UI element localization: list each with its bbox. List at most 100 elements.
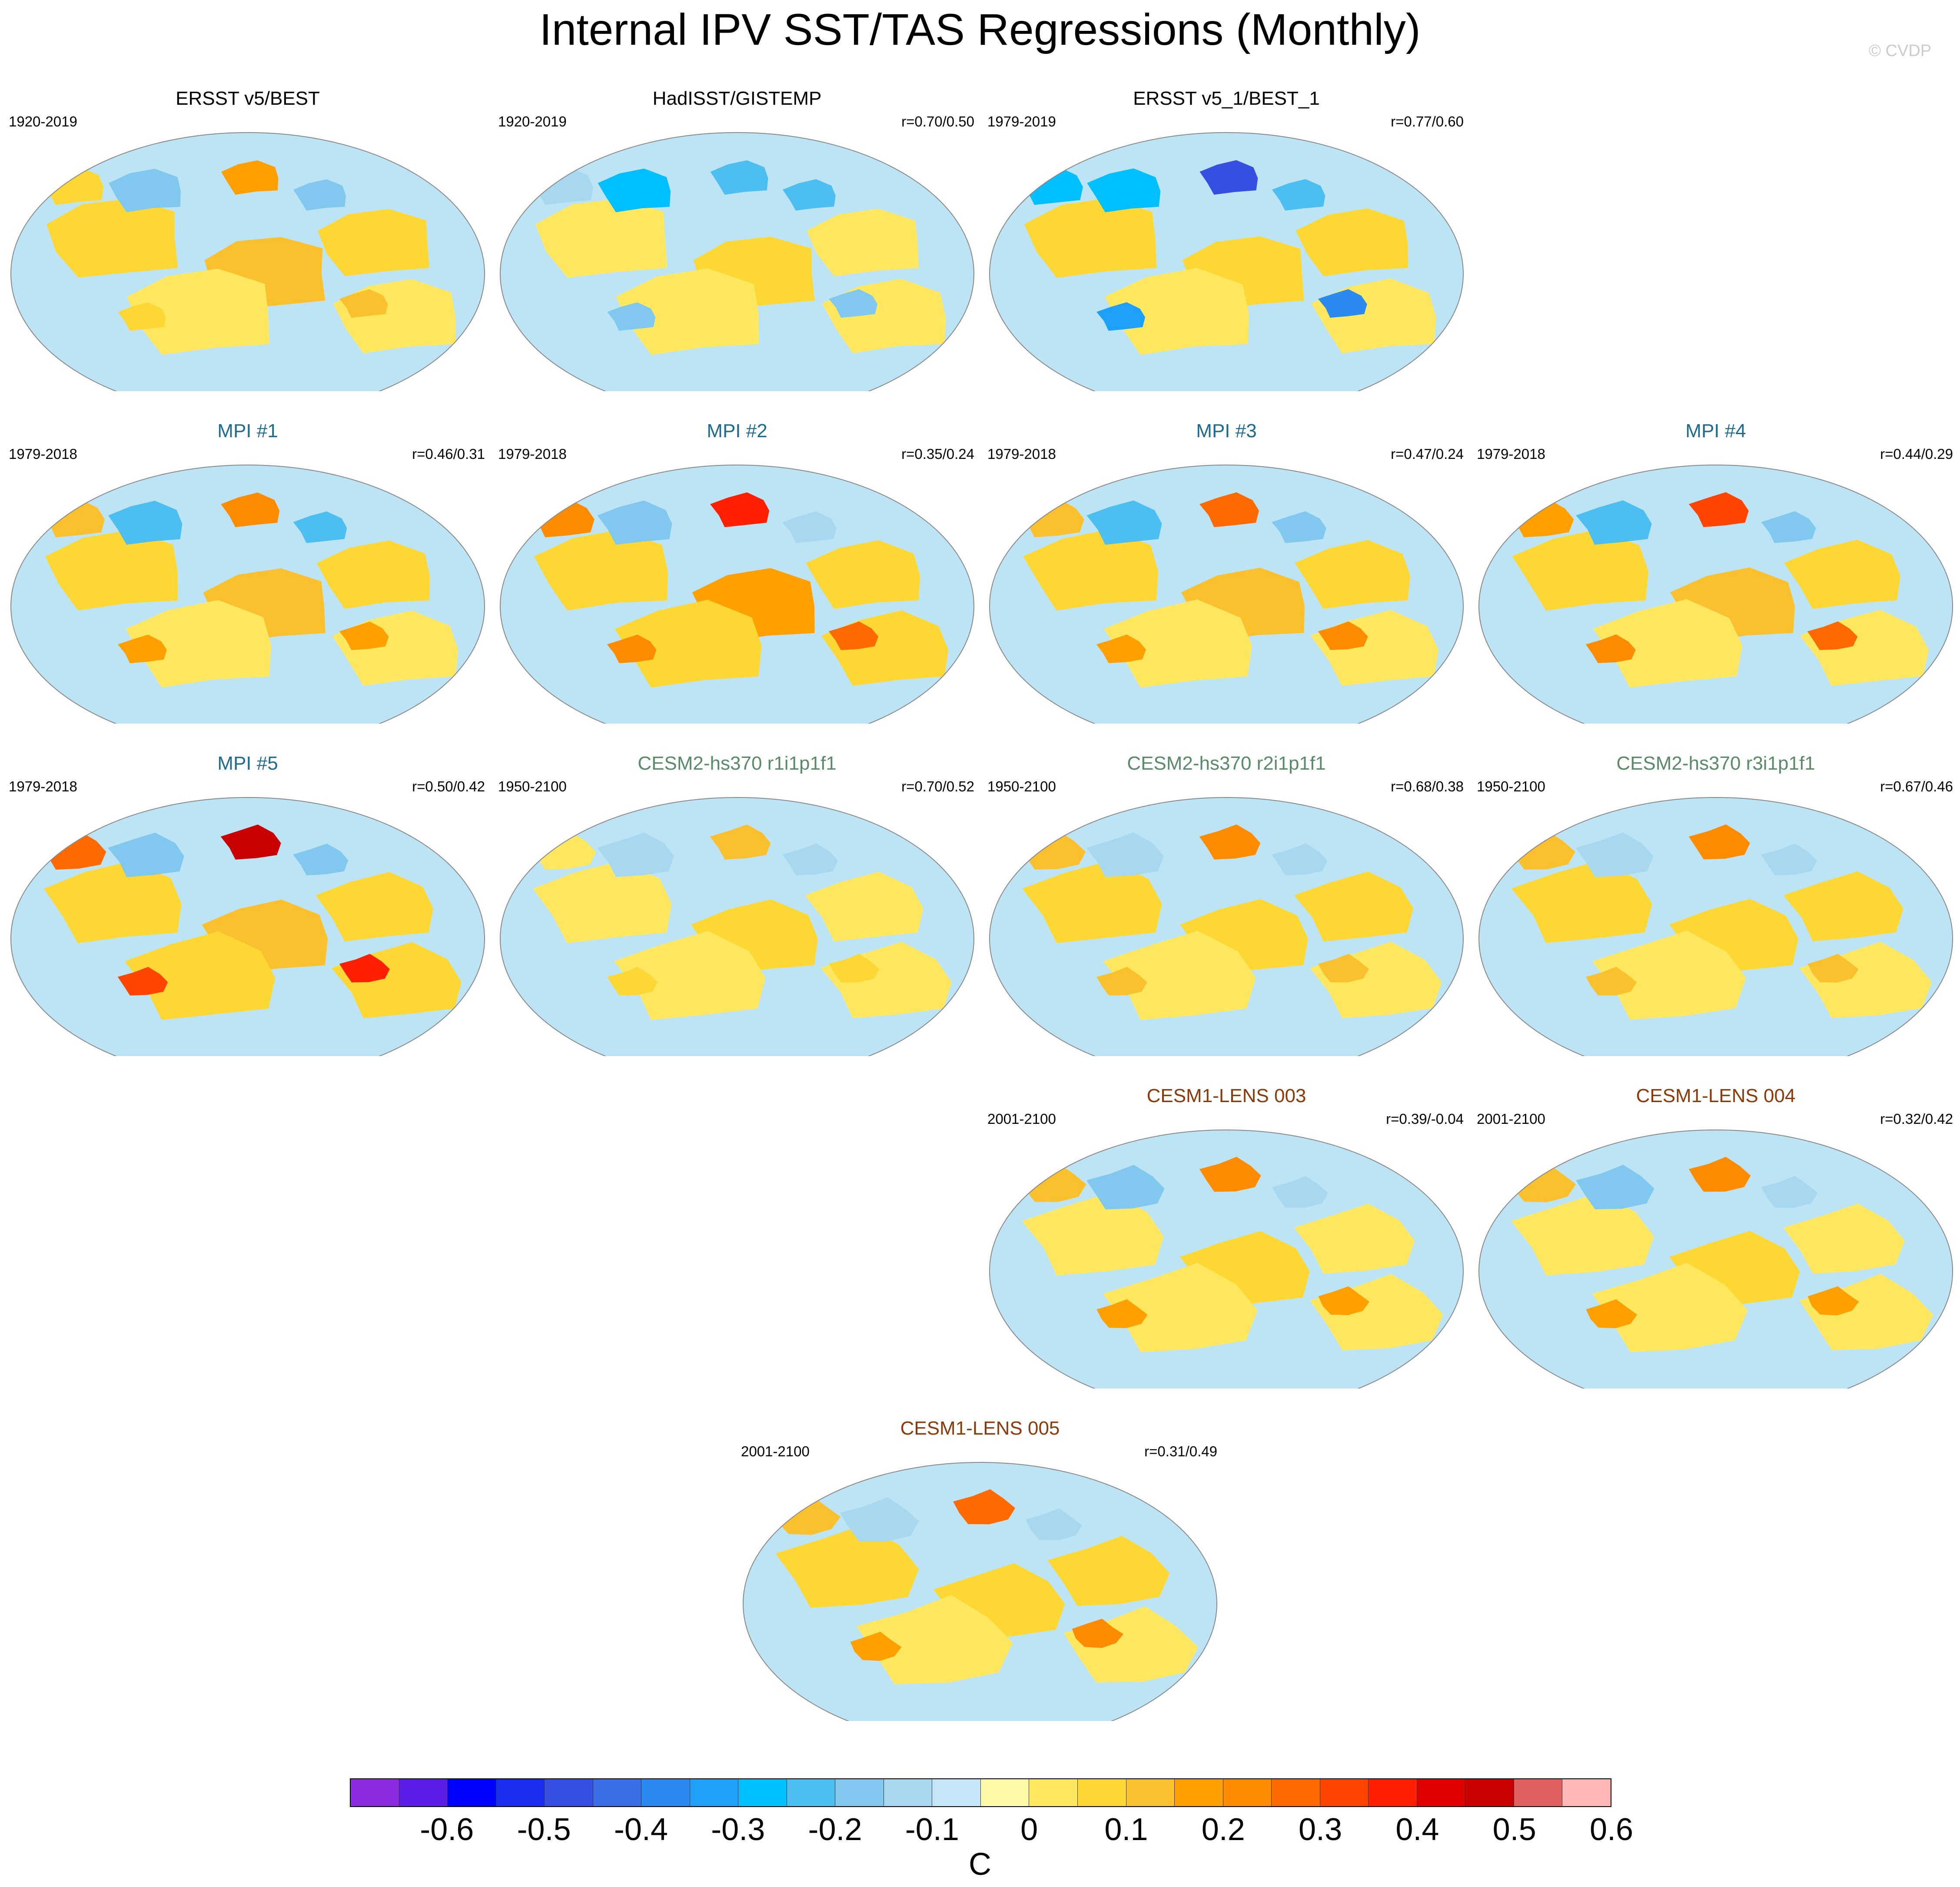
- panel-title: CESM2-hs370 r1i1p1f1: [638, 753, 837, 774]
- panel-correlation: r=0.77/0.60: [1391, 113, 1464, 130]
- panel-correlation: r=0.44/0.29: [1880, 446, 1953, 462]
- colorbar-swatch: [980, 1779, 1030, 1806]
- colorbar-swatch: [448, 1779, 496, 1806]
- robinson-map: [9, 463, 487, 724]
- colorbar-swatch: [1465, 1779, 1514, 1806]
- panel-title: CESM2-hs370 r3i1p1f1: [1616, 753, 1815, 774]
- colorbar-swatch: [496, 1779, 545, 1806]
- map-panel: MPI #5 1979-2018 r=0.50/0.42: [9, 752, 487, 1078]
- map-panel: CESM1-LENS 003 2001-2100 r=0.39/-0.04: [987, 1084, 1465, 1410]
- panel-correlation: r=0.32/0.42: [1880, 1111, 1953, 1127]
- robinson-map: [498, 463, 976, 724]
- panel-period: 2001-2100: [741, 1443, 810, 1459]
- panel-correlation: r=0.46/0.31: [412, 446, 485, 462]
- robinson-map: [987, 463, 1465, 724]
- colorbar-tick-labels: -0.6 -0.5 -0.4 -0.3 -0.2 -0.1 0 0.1 0.2 0.3 0.4 0.5…: [350, 1810, 1633, 1849]
- panel-correlation: r=0.68/0.38: [1391, 778, 1464, 794]
- robinson-map: [1477, 463, 1955, 724]
- colorbar-tick: -0.5: [517, 1812, 571, 1847]
- robinson-map: [741, 1460, 1219, 1721]
- panel-correlation: r=0.70/0.52: [901, 778, 974, 794]
- colorbar-swatch: [545, 1779, 593, 1806]
- panel-period: 1979-2018: [987, 446, 1056, 462]
- robinson-map: [498, 130, 976, 391]
- colorbar-tick: 0.4: [1395, 1812, 1439, 1847]
- colorbar-unit: C: [969, 1847, 991, 1882]
- colorbar-tick: -0.2: [808, 1812, 862, 1847]
- robinson-map: [987, 1128, 1465, 1389]
- colorbar-swatch: [835, 1779, 884, 1806]
- colorbar-swatch: [399, 1779, 448, 1806]
- colorbar-swatch: [1417, 1779, 1466, 1806]
- robinson-map: [987, 130, 1465, 391]
- colorbar-swatch: [1029, 1779, 1078, 1806]
- colorbar-swatch: [738, 1779, 787, 1806]
- copyright-label: © CVDP: [1869, 42, 1932, 60]
- colorbar-tick: -0.6: [420, 1812, 474, 1847]
- panel-title: MPI #2: [707, 420, 767, 442]
- panel-period: 2001-2100: [987, 1111, 1056, 1127]
- panel-period: 1979-2018: [9, 446, 77, 462]
- colorbar-swatch: [690, 1779, 739, 1806]
- map-panel: CESM2-hs370 r3i1p1f1 1950-2100 r=0.67/0.46: [1477, 752, 1955, 1078]
- panel-correlation: r=0.67/0.46: [1880, 778, 1953, 794]
- map-panel: CESM1-LENS 004 2001-2100 r=0.32/0.42: [1477, 1084, 1955, 1410]
- map-panel: ERSST v5_1/BEST_1 1979-2019 r=0.77/0.60: [987, 87, 1465, 413]
- colorbar-tick: 0.5: [1492, 1812, 1536, 1847]
- colorbar-swatch: [641, 1779, 690, 1806]
- panel-title: ERSST v5/BEST: [176, 88, 320, 109]
- map-panel: HadISST/GISTEMP 1920-2019 r=0.70/0.50: [498, 87, 976, 413]
- colorbar-swatch: [1077, 1779, 1126, 1806]
- panel-period: 1920-2019: [498, 113, 567, 130]
- panel-period: 1920-2019: [9, 113, 77, 130]
- panel-title: MPI #5: [217, 753, 278, 774]
- colorbar-swatch: [1223, 1779, 1272, 1806]
- panel-title: MPI #3: [1196, 420, 1257, 442]
- panel-period: 1979-2018: [9, 778, 77, 794]
- colorbar-tick: 0: [1020, 1812, 1038, 1847]
- colorbar-swatch: [351, 1779, 399, 1806]
- colorbar-swatch: [1272, 1779, 1320, 1806]
- colorbar-swatch: [1562, 1779, 1611, 1806]
- map-panel: MPI #3 1979-2018 r=0.47/0.24: [987, 419, 1465, 745]
- panel-correlation: r=0.35/0.24: [901, 446, 974, 462]
- colorbar-tick: 0.6: [1589, 1812, 1634, 1847]
- robinson-map: [1477, 1128, 1955, 1389]
- robinson-map: [9, 795, 487, 1056]
- colorbar-swatch: [932, 1779, 981, 1806]
- panel-period: 1979-2018: [1477, 446, 1545, 462]
- colorbar-tick: 0.3: [1299, 1812, 1342, 1847]
- map-panel: CESM2-hs370 r1i1p1f1 1950-2100 r=0.70/0.52: [498, 752, 976, 1078]
- colorbar-swatch: [1369, 1779, 1417, 1806]
- panel-correlation: r=0.50/0.42: [412, 778, 485, 794]
- colorbar-tick: 0.2: [1201, 1812, 1245, 1847]
- colorbar-tick: 0.1: [1104, 1812, 1148, 1847]
- panel-period: 1979-2019: [987, 113, 1056, 130]
- colorbar-swatch: [1175, 1779, 1223, 1806]
- panel-correlation: r=0.39/-0.04: [1386, 1111, 1464, 1127]
- map-panel: MPI #1 1979-2018 r=0.46/0.31: [9, 419, 487, 745]
- colorbar: [350, 1778, 1611, 1807]
- panel-period: 1950-2100: [987, 778, 1056, 794]
- colorbar-swatch: [1514, 1779, 1563, 1806]
- panel-title: ERSST v5_1/BEST_1: [1133, 88, 1320, 109]
- colorbar-swatch: [884, 1779, 933, 1806]
- panel-title: CESM1-LENS 003: [1146, 1085, 1306, 1106]
- map-panel: MPI #2 1979-2018 r=0.35/0.24: [498, 419, 976, 745]
- panel-title: HadISST/GISTEMP: [652, 88, 822, 109]
- robinson-map: [1477, 795, 1955, 1056]
- map-panel: CESM2-hs370 r2i1p1f1 1950-2100 r=0.68/0.38: [987, 752, 1465, 1078]
- colorbar-swatch: [787, 1779, 836, 1806]
- panel-period: 1950-2100: [1477, 778, 1545, 794]
- panel-period: 2001-2100: [1477, 1111, 1545, 1127]
- map-panel: ERSST v5/BEST 1920-2019: [9, 87, 487, 413]
- robinson-map: [498, 795, 976, 1056]
- figure-title: Internal IPV SST/TAS Regressions (Monthl…: [539, 5, 1421, 54]
- robinson-map: [9, 130, 487, 391]
- colorbar-tick: -0.1: [905, 1812, 959, 1847]
- panel-period: 1979-2018: [498, 446, 567, 462]
- colorbar-swatch: [1126, 1779, 1175, 1806]
- map-panel: CESM1-LENS 005 2001-2100 r=0.31/0.49: [741, 1417, 1219, 1743]
- colorbar-swatch: [593, 1779, 642, 1806]
- robinson-map: [987, 795, 1465, 1056]
